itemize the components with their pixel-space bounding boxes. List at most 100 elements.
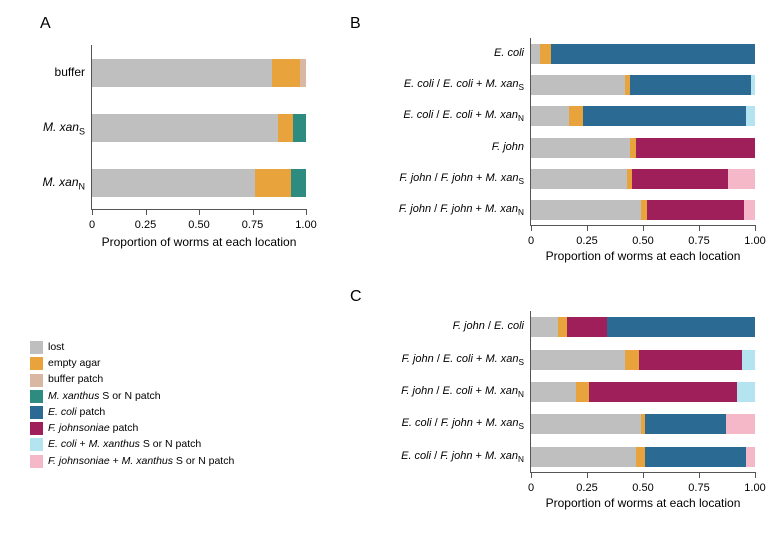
bar-segment: [531, 447, 636, 467]
bar-segment: [531, 200, 641, 220]
category-label: F. john: [360, 141, 524, 153]
x-tick: [531, 225, 532, 231]
bar-segment: [630, 138, 637, 158]
category-label: F. john / F. john + M. xanS: [360, 172, 524, 186]
legend-items: lostempty agarbuffer patch M. xanthus S o…: [30, 340, 234, 469]
bar-segment: [531, 138, 630, 158]
x-tick: [146, 209, 147, 215]
bar-segment: [531, 75, 625, 95]
bar-segment: [531, 382, 576, 402]
bar-segment: [746, 106, 755, 126]
bar-segment: [639, 350, 742, 370]
legend-row: lost: [30, 340, 234, 355]
legend-swatch: [30, 455, 43, 468]
bar-row: [92, 59, 306, 87]
x-tick: [92, 209, 93, 215]
legend-label: E. coli + M. xanthus S or N patch: [48, 437, 201, 452]
bar-row: [531, 169, 755, 189]
bar-segment: [645, 414, 726, 434]
bar-segment: [92, 169, 255, 197]
legend-label: empty agar: [48, 356, 101, 371]
legend-swatch: [30, 438, 43, 451]
bar-segment: [531, 317, 558, 337]
category-label: F. john / F. john + M. xanN: [360, 203, 524, 217]
bar-segment: [92, 114, 278, 142]
bar-segment: [278, 114, 293, 142]
legend-row: E. coli + M. xanthus S or N patch: [30, 437, 234, 452]
bar-segment: [742, 350, 755, 370]
x-tick: [755, 472, 756, 478]
bar-row: [92, 169, 306, 197]
x-tick: [643, 225, 644, 231]
x-tick-label: 1.00: [744, 482, 765, 494]
bar-row: [531, 106, 755, 126]
legend-label: M. xanthus S or N patch: [48, 389, 161, 404]
legend-swatch: [30, 390, 43, 403]
panel-b-chart: 00.250.500.751.00 Proportion of worms at…: [530, 38, 755, 226]
legend-row: empty agar: [30, 356, 234, 371]
bar-segment: [255, 169, 291, 197]
x-tick: [643, 472, 644, 478]
legend-label: F. johnsoniae + M. xanthus S or N patch: [48, 454, 234, 469]
bar-segment: [300, 59, 306, 87]
bar-segment: [636, 447, 645, 467]
legend-label: F. johnsoniae patch: [48, 421, 138, 436]
panel-a-chart: 00.250.500.751.00 Proportion of worms at…: [91, 45, 306, 210]
x-tick: [253, 209, 254, 215]
bar-segment: [607, 317, 755, 337]
bar-segment: [737, 382, 755, 402]
x-tick-label: 0.75: [688, 482, 709, 494]
bar-segment: [751, 75, 755, 95]
bar-row: [531, 447, 755, 467]
bar-segment: [293, 114, 306, 142]
x-tick: [587, 472, 588, 478]
legend-row: E. coli patch: [30, 405, 234, 420]
bar-segment: [744, 200, 755, 220]
bar-segment: [272, 59, 300, 87]
category-label: M. xanS: [25, 121, 85, 137]
panel-c-chart: 00.250.500.751.00 Proportion of worms at…: [530, 311, 755, 473]
panel-c-x-axis-title: Proportion of worms at each location: [531, 496, 755, 510]
x-tick-label: 0: [528, 482, 534, 494]
x-tick-label: 1.00: [295, 219, 316, 231]
panel-c: C 00.250.500.751.00 Proportion of worms …: [360, 288, 760, 518]
x-tick: [699, 225, 700, 231]
legend-swatch: [30, 357, 43, 370]
bar-segment: [728, 169, 755, 189]
legend-row: buffer patch: [30, 372, 234, 387]
panel-a: A 00.250.500.751.00 Proportion of worms …: [25, 15, 325, 245]
panel-a-title: A: [40, 15, 51, 33]
panel-b-title: B: [350, 15, 361, 33]
bar-row: [531, 382, 755, 402]
legend-row: M. xanthus S or N patch: [30, 389, 234, 404]
category-label: M. xanN: [25, 176, 85, 192]
x-tick: [755, 225, 756, 231]
bar-segment: [558, 317, 567, 337]
category-label: E. coli / F. john + M. xanN: [360, 450, 524, 464]
category-label: E. coli / E. coli + M. xanS: [360, 78, 524, 92]
category-label: F. john / E. coli + M. xanS: [360, 353, 524, 367]
bar-segment: [531, 169, 627, 189]
bar-segment: [726, 414, 755, 434]
legend-swatch: [30, 406, 43, 419]
category-label: F. john / E. coli: [360, 320, 524, 332]
bar-row: [92, 114, 306, 142]
legend-label: E. coli patch: [48, 405, 105, 420]
bar-segment: [632, 169, 728, 189]
bar-row: [531, 138, 755, 158]
legend-swatch: [30, 341, 43, 354]
category-label: E. coli / E. coli + M. xanN: [360, 109, 524, 123]
x-tick: [531, 472, 532, 478]
x-tick-label: 0.50: [632, 235, 653, 247]
bar-segment: [589, 382, 737, 402]
bar-segment: [569, 106, 582, 126]
legend-swatch: [30, 422, 43, 435]
legend-row: F. johnsoniae + M. xanthus S or N patch: [30, 454, 234, 469]
legend: lostempty agarbuffer patch M. xanthus S o…: [30, 340, 234, 470]
x-tick-label: 0.25: [576, 235, 597, 247]
bar-segment: [583, 106, 747, 126]
bar-segment: [92, 59, 272, 87]
legend-swatch: [30, 374, 43, 387]
bar-segment: [625, 350, 638, 370]
bar-segment: [291, 169, 306, 197]
